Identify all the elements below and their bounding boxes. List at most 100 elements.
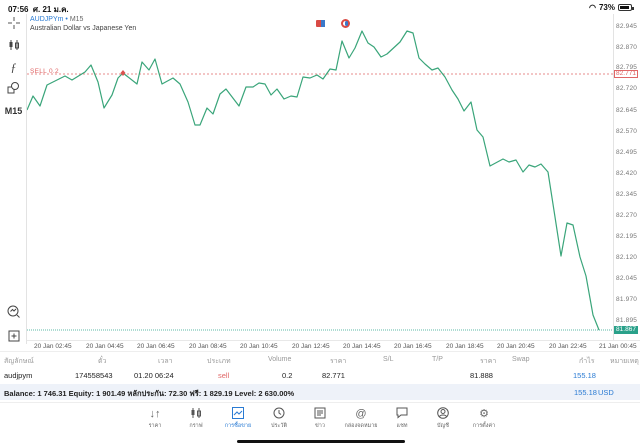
y-tick: 82.195 [616, 233, 638, 240]
x-tick: 20 Jan 22:45 [549, 343, 587, 350]
y-tick: 82.345 [616, 191, 638, 198]
x-tick: 20 Jan 04:45 [86, 343, 124, 350]
position-open-price: 82.771 [322, 371, 345, 380]
account-currency: USD [598, 388, 614, 397]
bottom-tab-bar: ↓↑ ราคา กราฟ การซื้อขาย ประวัติ ข่าว @ ก… [0, 402, 640, 447]
x-tick: 20 Jan 12:45 [292, 343, 330, 350]
col-tp[interactable]: T/P [432, 356, 443, 363]
timeframe-button[interactable]: M15 [4, 106, 23, 116]
chart-search-icon[interactable] [0, 305, 27, 321]
add-document-icon[interactable] [0, 330, 27, 345]
account-summary-row: Balance: 1 746.31 Equity: 1 901.49 หลักป… [0, 384, 640, 400]
candlestick-icon[interactable] [0, 39, 27, 54]
position-ticket: 174558543 [75, 371, 113, 380]
battery-percent: 73% [598, 3, 615, 12]
col-open-price[interactable]: ราคา [330, 358, 347, 365]
col-sl[interactable]: S/L [383, 356, 394, 363]
tab-trade[interactable]: การซื้อขาย [218, 407, 258, 430]
y-tick: 82.570 [616, 128, 638, 135]
col-symbol[interactable]: สัญลักษณ์ [4, 358, 34, 365]
chart-toolbar: ƒ M15 [0, 14, 27, 344]
x-tick: 20 Jan 06:45 [137, 343, 175, 350]
y-tick: 81.895 [616, 317, 638, 324]
y-tick: 82.870 [616, 44, 638, 51]
bid-price-tag: 81.867 [614, 326, 638, 334]
status-right: ◠ 73% [589, 3, 634, 12]
status-bar: 07:56 ศ. 21 ม.ค. ◠ 73% [0, 0, 640, 14]
timeframe-label: M15 [69, 16, 84, 23]
market-clock-icon[interactable] [341, 19, 350, 28]
position-current-price: 81.888 [470, 371, 493, 380]
position-symbol: audjpym [4, 371, 33, 380]
y-tick: 82.645 [616, 107, 638, 114]
y-tick: 82.420 [616, 170, 638, 177]
position-time: 01.20 06:24 [134, 371, 174, 380]
crosshair-icon[interactable] [0, 17, 27, 32]
col-swap[interactable]: Swap [512, 356, 530, 363]
status-time: 07:56 ศ. 21 ม.ค. [8, 5, 69, 14]
col-time[interactable]: เวลา [158, 358, 173, 365]
sell-entry-marker [120, 70, 126, 76]
battery-icon [618, 4, 634, 11]
x-tick: 20 Jan 18:45 [446, 343, 484, 350]
mailbox-at-icon: @ [355, 408, 367, 420]
x-tick: 21 Jan 00:45 [599, 343, 637, 350]
history-clock-icon [259, 407, 299, 421]
x-tick: 20 Jan 02:45 [34, 343, 72, 350]
tab-chart[interactable]: กราฟ [176, 407, 216, 430]
sell-order-label[interactable]: SELL 0.2 [30, 68, 59, 75]
y-tick: 82.720 [616, 85, 638, 92]
tab-chat[interactable]: แชท [382, 407, 422, 430]
account-icon [423, 407, 463, 421]
y-tick: 82.795 [616, 64, 638, 71]
shapes-icon[interactable] [0, 81, 27, 97]
tab-mailbox[interactable]: @ กล่องจดหมาย [341, 407, 381, 430]
tab-history[interactable]: ประวัติ [259, 407, 299, 430]
tab-news[interactable]: ข่าว [300, 407, 340, 430]
x-tick: 20 Jan 10:45 [240, 343, 278, 350]
candlestick-icon [176, 407, 216, 421]
y-tick: 82.045 [616, 275, 638, 282]
tab-quotes[interactable]: ↓↑ ราคา [135, 407, 175, 430]
settings-gear-icon: ⚙ [479, 408, 489, 420]
symbol-name[interactable]: AUDJPYm [30, 16, 64, 23]
x-tick: 20 Jan 14:45 [343, 343, 381, 350]
col-comment[interactable]: หมายเหตุ [610, 358, 639, 365]
x-tick: 20 Jan 20:45 [497, 343, 535, 350]
col-volume[interactable]: Volume [268, 356, 292, 363]
y-tick: 82.495 [616, 149, 638, 156]
news-icon [300, 407, 340, 421]
tab-account[interactable]: บัญชี [423, 407, 463, 430]
y-tick: 82.945 [616, 23, 638, 30]
y-tick: 81.970 [616, 296, 638, 303]
y-tick: 82.120 [616, 254, 638, 261]
price-line [27, 30, 600, 331]
col-ticket[interactable]: ตั๋ว [98, 358, 107, 365]
wifi-icon: ◠ [589, 3, 596, 12]
price-chart[interactable] [27, 14, 613, 340]
position-profit: 155.18 [573, 371, 596, 380]
account-summary-text: Balance: 1 746.31 Equity: 1 901.49 หลักป… [4, 389, 295, 398]
y-tick: 82.270 [616, 212, 638, 219]
position-type: sell [218, 371, 230, 380]
col-price[interactable]: ราคา [480, 358, 497, 365]
chart-symbol-title: AUDJPYm • M15 [30, 16, 84, 23]
positions-table-header: สัญลักษณ์ ตั๋ว เวลา ประเภท Volume ราคา S… [0, 351, 640, 367]
price-axis[interactable] [613, 14, 640, 340]
home-indicator[interactable] [237, 440, 405, 443]
position-volume: 0.2 [282, 371, 293, 380]
function-icon[interactable]: ƒ [10, 60, 17, 74]
x-tick: 20 Jan 08:45 [189, 343, 227, 350]
one-click-trading-icon[interactable] [316, 20, 325, 27]
col-type[interactable]: ประเภท [207, 358, 231, 365]
x-tick: 20 Jan 16:45 [394, 343, 432, 350]
position-row[interactable]: audjpym 174558543 01.20 06:24 sell 0.2 8… [0, 367, 640, 384]
chat-icon [382, 407, 422, 421]
symbol-description: Australian Dollar vs Japanese Yen [30, 25, 137, 32]
sell-price-tag: 82.771 [614, 70, 638, 78]
total-profit: 155.18 [574, 388, 597, 397]
col-profit[interactable]: กำไร [579, 358, 595, 365]
tab-settings[interactable]: ⚙ การตั้งค่า [464, 407, 504, 430]
quotes-arrows-icon: ↓↑ [149, 408, 161, 420]
time-axis[interactable] [27, 340, 640, 350]
